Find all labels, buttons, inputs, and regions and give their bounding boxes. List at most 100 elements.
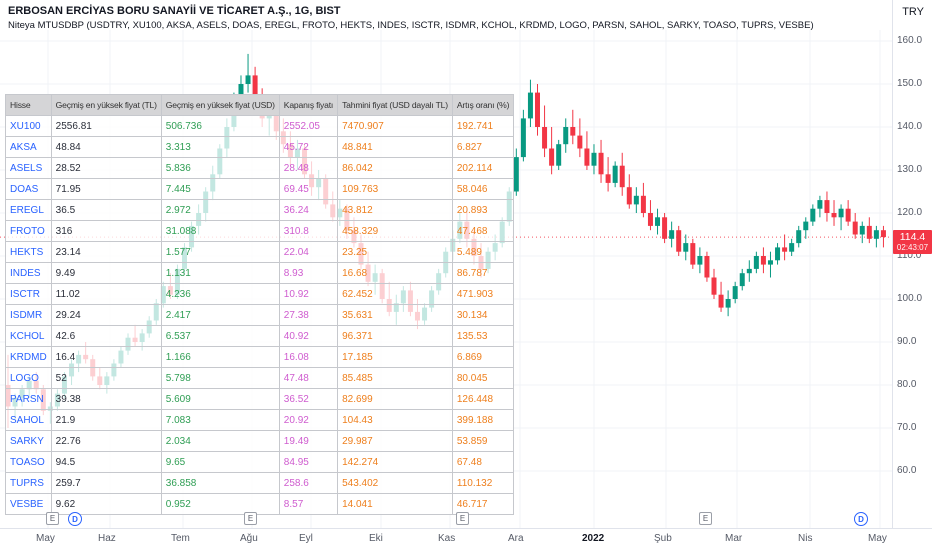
value-cell: 36.5 (50, 199, 162, 221)
time-axis-label: Ara (508, 533, 524, 544)
ticker-cell: PARSN (5, 388, 52, 410)
ticker-cell: VESBE (5, 493, 52, 515)
indicator-title[interactable]: Niteya MTUSDBP (USDTRY, XU100, AKSA, ASE… (8, 20, 814, 31)
value-cell: 85.485 (337, 367, 453, 389)
ticker-cell: XU100 (5, 115, 52, 137)
value-cell: 47.468 (451, 220, 515, 242)
ticker-cell: LOGO (5, 367, 52, 389)
value-cell: 5.489 (451, 241, 515, 263)
value-cell: 86.042 (337, 157, 453, 179)
value-cell: 23.25 (337, 241, 453, 263)
value-cell: 0.952 (160, 493, 280, 515)
table-row: HEKTS 23.14 1.577 22.04 23.25 5.489 (5, 241, 515, 263)
ticker-cell: TUPRS (5, 472, 52, 494)
table-row: INDES 9.49 1.131 8.93 16.68 86.787 (5, 262, 515, 284)
price-axis-label: 90.0 (897, 336, 917, 347)
value-cell: 471.903 (451, 283, 515, 305)
value-cell: 45.72 (278, 136, 339, 158)
value-cell: 47.48 (278, 367, 339, 389)
value-cell: 52 (50, 367, 162, 389)
value-cell: 316 (50, 220, 162, 242)
price-axis-label: 70.0 (897, 422, 917, 433)
value-cell: 36.858 (160, 472, 280, 494)
earnings-marker[interactable]: E (456, 512, 469, 525)
time-axis-label: Nis (798, 533, 813, 544)
value-cell: 29.987 (337, 430, 453, 452)
table-row: XU100 2556.81 506.736 2552.05 7470.907 192.74… (5, 115, 515, 137)
table-row: EREGL 36.5 2.972 36.24 43.812 20.893 (5, 199, 515, 221)
value-cell: 58.046 (451, 178, 515, 200)
ticker-cell: KCHOL (5, 325, 52, 347)
value-cell: 310.8 (278, 220, 339, 242)
table-row: LOGO 52 5.798 47.48 85.485 80.045 (5, 367, 515, 389)
value-cell: 3.313 (160, 136, 280, 158)
value-cell: 21.9 (50, 409, 162, 431)
value-cell: 42.6 (50, 325, 162, 347)
time-axis-label: Eyl (299, 533, 313, 544)
ticker-cell: DOAS (5, 178, 52, 200)
value-cell: 22.04 (278, 241, 339, 263)
chart-legend[interactable]: ERBOSAN ERCİYAS BORU SANAYİİ VE TİCARET … (8, 5, 814, 31)
value-cell: 39.38 (50, 388, 162, 410)
earnings-marker[interactable]: E (699, 512, 712, 525)
value-cell: 2556.81 (50, 115, 162, 137)
value-cell: 7.083 (160, 409, 280, 431)
value-cell: 9.49 (50, 262, 162, 284)
value-cell: 82.699 (337, 388, 453, 410)
price-axis[interactable]: 160.0 150.0 140.0 130.0 120.0 110.0 100.0 90.0 8… (892, 0, 932, 528)
time-axis-label: Tem (171, 533, 190, 544)
value-cell: 31.088 (160, 220, 280, 242)
instrument-title[interactable]: ERBOSAN ERCİYAS BORU SANAYİİ VE TİCARET … (8, 5, 341, 17)
price-axis-label: 150.0 (897, 78, 923, 89)
earnings-marker[interactable]: E (46, 512, 59, 525)
value-cell: 4.236 (160, 283, 280, 305)
value-cell: 399.188 (451, 409, 515, 431)
currency-toggle[interactable]: TRY (902, 6, 924, 18)
value-cell: 30.134 (451, 304, 515, 326)
value-cell: 94.5 (50, 451, 162, 473)
earnings-marker[interactable]: E (244, 512, 257, 525)
time-axis-label: Haz (98, 533, 116, 544)
value-cell: 19.49 (278, 430, 339, 452)
value-cell: 6.537 (160, 325, 280, 347)
value-cell: 40.92 (278, 325, 339, 347)
value-cell: 2.417 (160, 304, 280, 326)
value-cell: 84.95 (278, 451, 339, 473)
value-cell: 2.972 (160, 199, 280, 221)
value-cell: 67.48 (451, 451, 515, 473)
table-row: PARSN 39.38 5.609 36.52 82.699 126.448 (5, 388, 515, 410)
value-cell: 8.93 (278, 262, 339, 284)
ticker-cell: ASELS (5, 157, 52, 179)
value-cell: 16.68 (337, 262, 453, 284)
value-cell: 35.631 (337, 304, 453, 326)
dividend-marker[interactable]: D (854, 512, 868, 526)
price-axis-label: 140.0 (897, 121, 923, 132)
value-cell: 86.787 (451, 262, 515, 284)
value-cell: 135.53 (451, 325, 515, 347)
value-cell: 20.92 (278, 409, 339, 431)
value-cell: 8.57 (278, 493, 339, 515)
ticker-cell: KRDMD (5, 346, 52, 368)
value-cell: 192.741 (451, 115, 515, 137)
time-axis[interactable]: May Haz Tem Ağu Eyl Eki Kas Ara 2022 Şub Mar Nis May (0, 528, 932, 550)
price-axis-label: 110.0 (897, 250, 922, 261)
dividend-marker[interactable]: D (68, 512, 82, 526)
value-cell: 1.577 (160, 241, 280, 263)
value-cell: 20.893 (451, 199, 515, 221)
value-cell: 46.717 (451, 493, 515, 515)
table-column-header: Tahmini fiyat (USD dayalı TL) (337, 94, 453, 116)
value-cell: 202.114 (451, 157, 515, 179)
value-cell: 53.859 (451, 430, 515, 452)
ticker-cell: ISCTR (5, 283, 52, 305)
value-cell: 1.166 (160, 346, 280, 368)
last-price-value: 114.4 (899, 231, 926, 244)
ticker-cell: AKSA (5, 136, 52, 158)
value-cell: 7.445 (160, 178, 280, 200)
value-cell: 458.329 (337, 220, 453, 242)
value-cell: 23.14 (50, 241, 162, 263)
value-cell: 5.798 (160, 367, 280, 389)
ticker-cell: HEKTS (5, 241, 52, 263)
table-row: KCHOL 42.6 6.537 40.92 96.371 135.53 (5, 325, 515, 347)
price-axis-label: 60.0 (897, 465, 917, 476)
